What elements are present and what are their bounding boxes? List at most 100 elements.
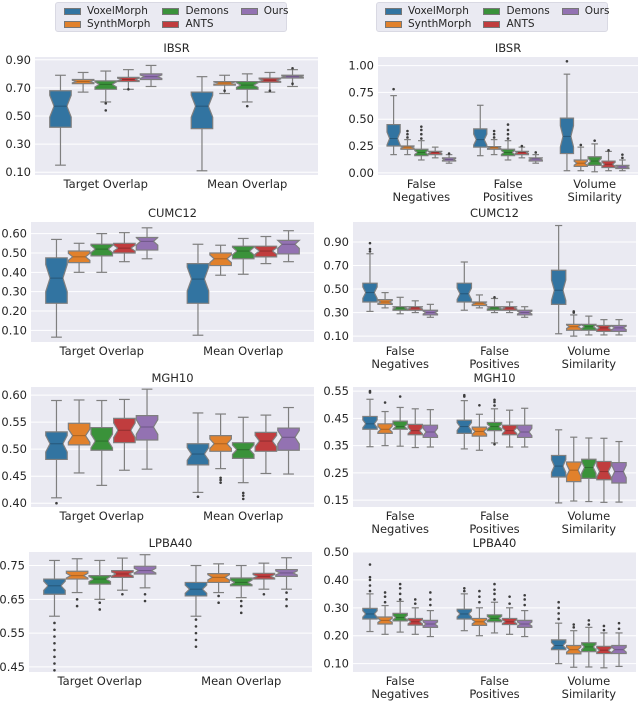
y-tick-label: 0.50 — [1, 246, 27, 260]
outlier-point — [368, 563, 372, 566]
box-ants — [428, 150, 443, 156]
outlier-point — [593, 139, 596, 142]
legend-swatch-demons — [162, 7, 180, 15]
x-tick-label: False — [480, 344, 509, 358]
x-tick-label: False — [494, 177, 523, 191]
outlier-point — [127, 88, 130, 91]
legend-item: VoxelMorph — [385, 5, 471, 17]
y-tick-label: 0.50 — [348, 112, 374, 126]
outlier-point — [398, 586, 402, 590]
outlier-point — [268, 89, 272, 93]
y-tick-label: 0.15 — [323, 493, 349, 507]
box-voxelmorph — [362, 415, 378, 430]
box-voxelmorph — [45, 431, 68, 461]
chart-panel-ibsr-errors: IBSR0.000.250.500.751.00FalseNegativesFa… — [348, 41, 638, 204]
outlier-point — [621, 156, 624, 160]
box-demons — [229, 577, 253, 587]
y-tick-label: 0.50 — [323, 545, 349, 559]
legend-right: VoxelMorph Demons Ours SynthMorph ANTS — [376, 2, 609, 32]
outlier-point — [617, 627, 621, 631]
outlier-point — [506, 137, 510, 140]
outlier-point — [557, 612, 560, 615]
chart-title: IBSR — [163, 41, 189, 55]
x-tick-label: False — [386, 674, 415, 688]
legend-swatch-synthmorph — [64, 20, 81, 28]
x-tick-label: Target Overlap — [63, 177, 148, 191]
outlier-point — [478, 600, 481, 604]
outlier-point — [463, 586, 466, 590]
outlier-point — [478, 403, 481, 407]
outlier-point — [75, 598, 79, 601]
outlier-point — [121, 592, 124, 596]
outlier-point — [53, 621, 56, 625]
outlier-point — [447, 152, 451, 155]
x-tick-label: False — [386, 344, 415, 358]
x-tick-label: False — [480, 674, 509, 688]
y-tick-label: 0.20 — [323, 629, 349, 643]
outlier-point — [587, 619, 591, 622]
outlier-point — [398, 395, 402, 398]
legend-swatch-voxelmorph — [64, 7, 81, 15]
legend-item: Demons — [162, 5, 229, 17]
outlier-point — [406, 129, 409, 133]
box-voxelmorph — [49, 90, 72, 128]
outlier-point — [493, 582, 496, 586]
legend-item: Ours — [240, 5, 288, 17]
y-tick-label: 1.00 — [348, 59, 374, 73]
box-voxelmorph — [456, 282, 473, 303]
chart-title: IBSR — [495, 41, 521, 55]
outlier-point — [420, 132, 423, 136]
outlier-point — [368, 578, 372, 582]
outlier-point — [53, 628, 56, 632]
y-tick-label: 0.30 — [323, 601, 349, 615]
outlier-point — [196, 495, 200, 499]
box-synthmorph — [471, 301, 488, 307]
x-tick-label: Volume — [567, 344, 610, 358]
y-tick-label: 0.00 — [348, 166, 374, 180]
box-synthmorph — [565, 323, 582, 331]
box-ours — [611, 324, 627, 333]
box-ants — [501, 424, 518, 436]
legend-label: VoxelMorph — [408, 5, 469, 17]
y-tick-label: 0.10 — [323, 657, 349, 671]
outlier-point — [194, 645, 198, 648]
x-tick-label: False — [480, 509, 509, 523]
x-tick-label: Volume — [573, 177, 616, 191]
y-tick-label: 0.60 — [1, 388, 27, 402]
outlier-point — [523, 593, 526, 597]
box-voxelmorph — [473, 128, 488, 148]
outlier-point — [53, 655, 56, 659]
chart-panel-mgh10-overlap: MGH10 0.40 0.45 0.50 0.55 0.60 Target Overlap M… — [1, 371, 314, 523]
legend-label: ANTS — [506, 18, 535, 30]
y-tick-label: 0.45 — [1, 469, 27, 483]
outlier-point — [478, 589, 481, 593]
y-tick-label: 0.40 — [1, 265, 27, 279]
y-tick-label: 0.20 — [1, 304, 27, 318]
outlier-point — [534, 151, 538, 154]
outlier-point — [493, 295, 496, 299]
y-tick-label: 0.70 — [323, 259, 349, 273]
box-voxelmorph — [386, 123, 401, 147]
outlier-point — [219, 476, 222, 480]
outlier-point — [368, 584, 372, 587]
outlier-point — [217, 601, 220, 605]
legend-swatch-voxelmorph — [385, 7, 402, 15]
chart-title: LPBA40 — [473, 536, 517, 550]
outlier-point — [291, 82, 294, 85]
outlier-point — [429, 598, 432, 601]
outlier-point — [579, 143, 583, 147]
box-synthmorph — [565, 461, 582, 483]
y-tick-label: 0.25 — [348, 139, 374, 153]
y-tick-label: 0.30 — [5, 137, 31, 151]
box-ants — [514, 150, 530, 156]
box-ours — [516, 424, 533, 439]
outlier-point — [194, 638, 198, 642]
box-ours — [135, 236, 159, 251]
outlier-point — [98, 608, 102, 611]
x-tick-label: False — [386, 509, 415, 523]
outlier-point — [239, 611, 243, 615]
box-voxelmorph — [190, 91, 214, 130]
legend-item: SynthMorph — [64, 18, 150, 30]
outlier-point — [406, 136, 409, 139]
legend-label: SynthMorph — [87, 18, 151, 30]
